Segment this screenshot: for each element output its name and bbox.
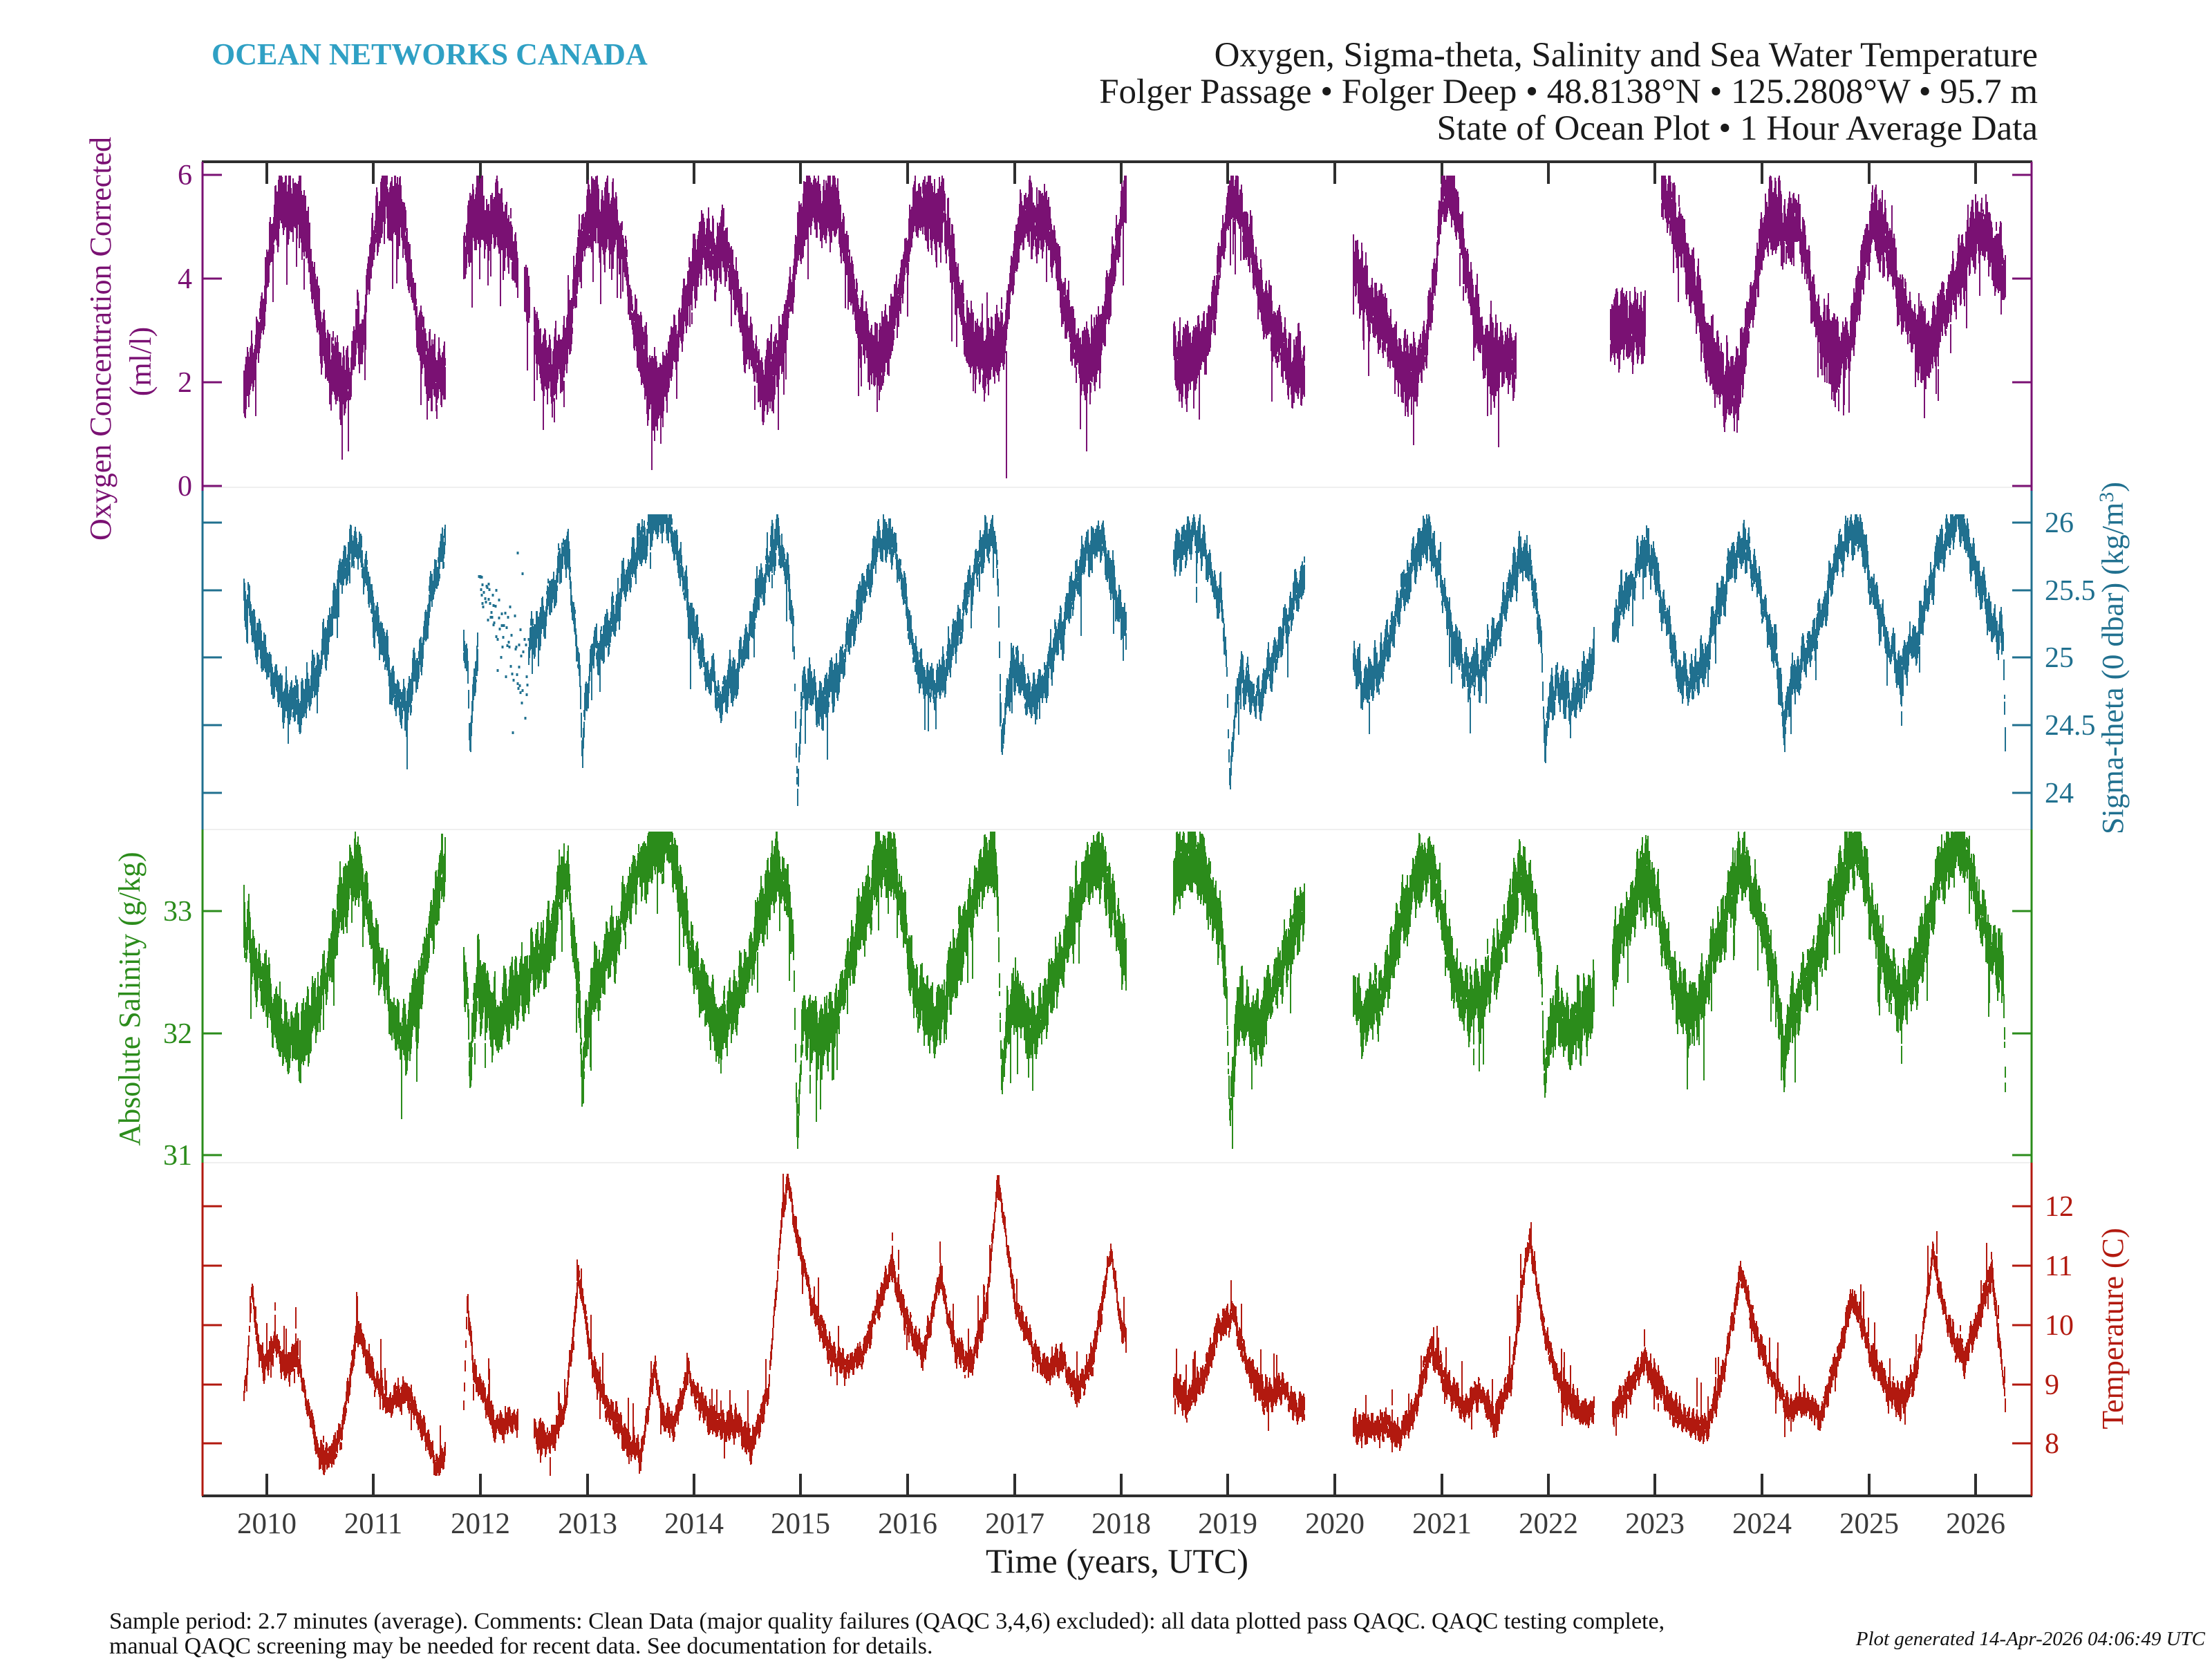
svg-text:2013: 2013 [558, 1508, 617, 1540]
svg-text:2017: 2017 [985, 1508, 1044, 1540]
svg-text:2022: 2022 [1519, 1508, 1578, 1540]
svg-text:25.5: 25.5 [2045, 575, 2096, 607]
svg-text:11: 11 [2045, 1250, 2072, 1282]
svg-text:OCEAN NETWORKS CANADA: OCEAN NETWORKS CANADA [212, 37, 648, 71]
svg-text:Sigma-theta (0 dbar) (kg/m3): Sigma-theta (0 dbar) (kg/m3) [2095, 482, 2130, 834]
svg-text:24: 24 [2045, 778, 2074, 809]
svg-text:Temperature (C): Temperature (C) [2096, 1228, 2130, 1429]
svg-text:2: 2 [178, 367, 192, 399]
svg-text:2019: 2019 [1198, 1508, 1257, 1540]
svg-text:31: 31 [163, 1140, 192, 1172]
svg-text:2023: 2023 [1625, 1508, 1685, 1540]
svg-text:32: 32 [163, 1018, 192, 1050]
svg-text:Oxygen, Sigma-theta, Salinity: Oxygen, Sigma-theta, Salinity and Sea Wa… [1215, 36, 2038, 75]
svg-text:26: 26 [2045, 507, 2074, 539]
svg-text:State of Ocean Plot • 1 Hour A: State of Ocean Plot • 1 Hour Average Dat… [1437, 109, 2038, 148]
svg-text:2016: 2016 [878, 1508, 937, 1540]
svg-text:10: 10 [2045, 1310, 2074, 1342]
svg-text:2018: 2018 [1091, 1508, 1151, 1540]
svg-text:25: 25 [2045, 642, 2074, 674]
svg-text:Time (years, UTC): Time (years, UTC) [986, 1541, 1248, 1580]
svg-text:(ml/l): (ml/l) [124, 327, 158, 396]
svg-text:2014: 2014 [664, 1508, 724, 1540]
svg-text:24.5: 24.5 [2045, 710, 2096, 742]
svg-text:4: 4 [178, 263, 192, 295]
svg-text:12: 12 [2045, 1191, 2074, 1223]
svg-text:Absolute Salinity (g/kg): Absolute Salinity (g/kg) [113, 852, 147, 1145]
svg-text:2010: 2010 [237, 1508, 297, 1540]
svg-text:9: 9 [2045, 1369, 2059, 1401]
svg-text:6: 6 [178, 160, 192, 191]
svg-text:manual QAQC screening may be n: manual QAQC screening may be needed for … [109, 1633, 932, 1659]
svg-text:Oxygen Concentration Corrected: Oxygen Concentration Corrected [84, 137, 118, 541]
svg-text:8: 8 [2045, 1428, 2059, 1460]
svg-text:Folger Passage • Folger Deep •: Folger Passage • Folger Deep • 48.8138°N… [1099, 73, 2038, 111]
svg-text:2015: 2015 [771, 1508, 830, 1540]
svg-text:2025: 2025 [1839, 1508, 1899, 1540]
svg-text:0: 0 [178, 471, 192, 503]
svg-text:2011: 2011 [344, 1508, 402, 1540]
svg-text:Plot generated 14-Apr-2026 04:: Plot generated 14-Apr-2026 04:06:49 UTC [1855, 1628, 2206, 1650]
svg-text:2021: 2021 [1412, 1508, 1472, 1540]
svg-text:2024: 2024 [1732, 1508, 1792, 1540]
svg-text:2026: 2026 [1946, 1508, 2005, 1540]
svg-text:2020: 2020 [1305, 1508, 1365, 1540]
svg-text:Sample period: 2.7 minutes (av: Sample period: 2.7 minutes (average). Co… [109, 1609, 1665, 1634]
svg-text:33: 33 [163, 896, 192, 928]
svg-text:2012: 2012 [451, 1508, 510, 1540]
